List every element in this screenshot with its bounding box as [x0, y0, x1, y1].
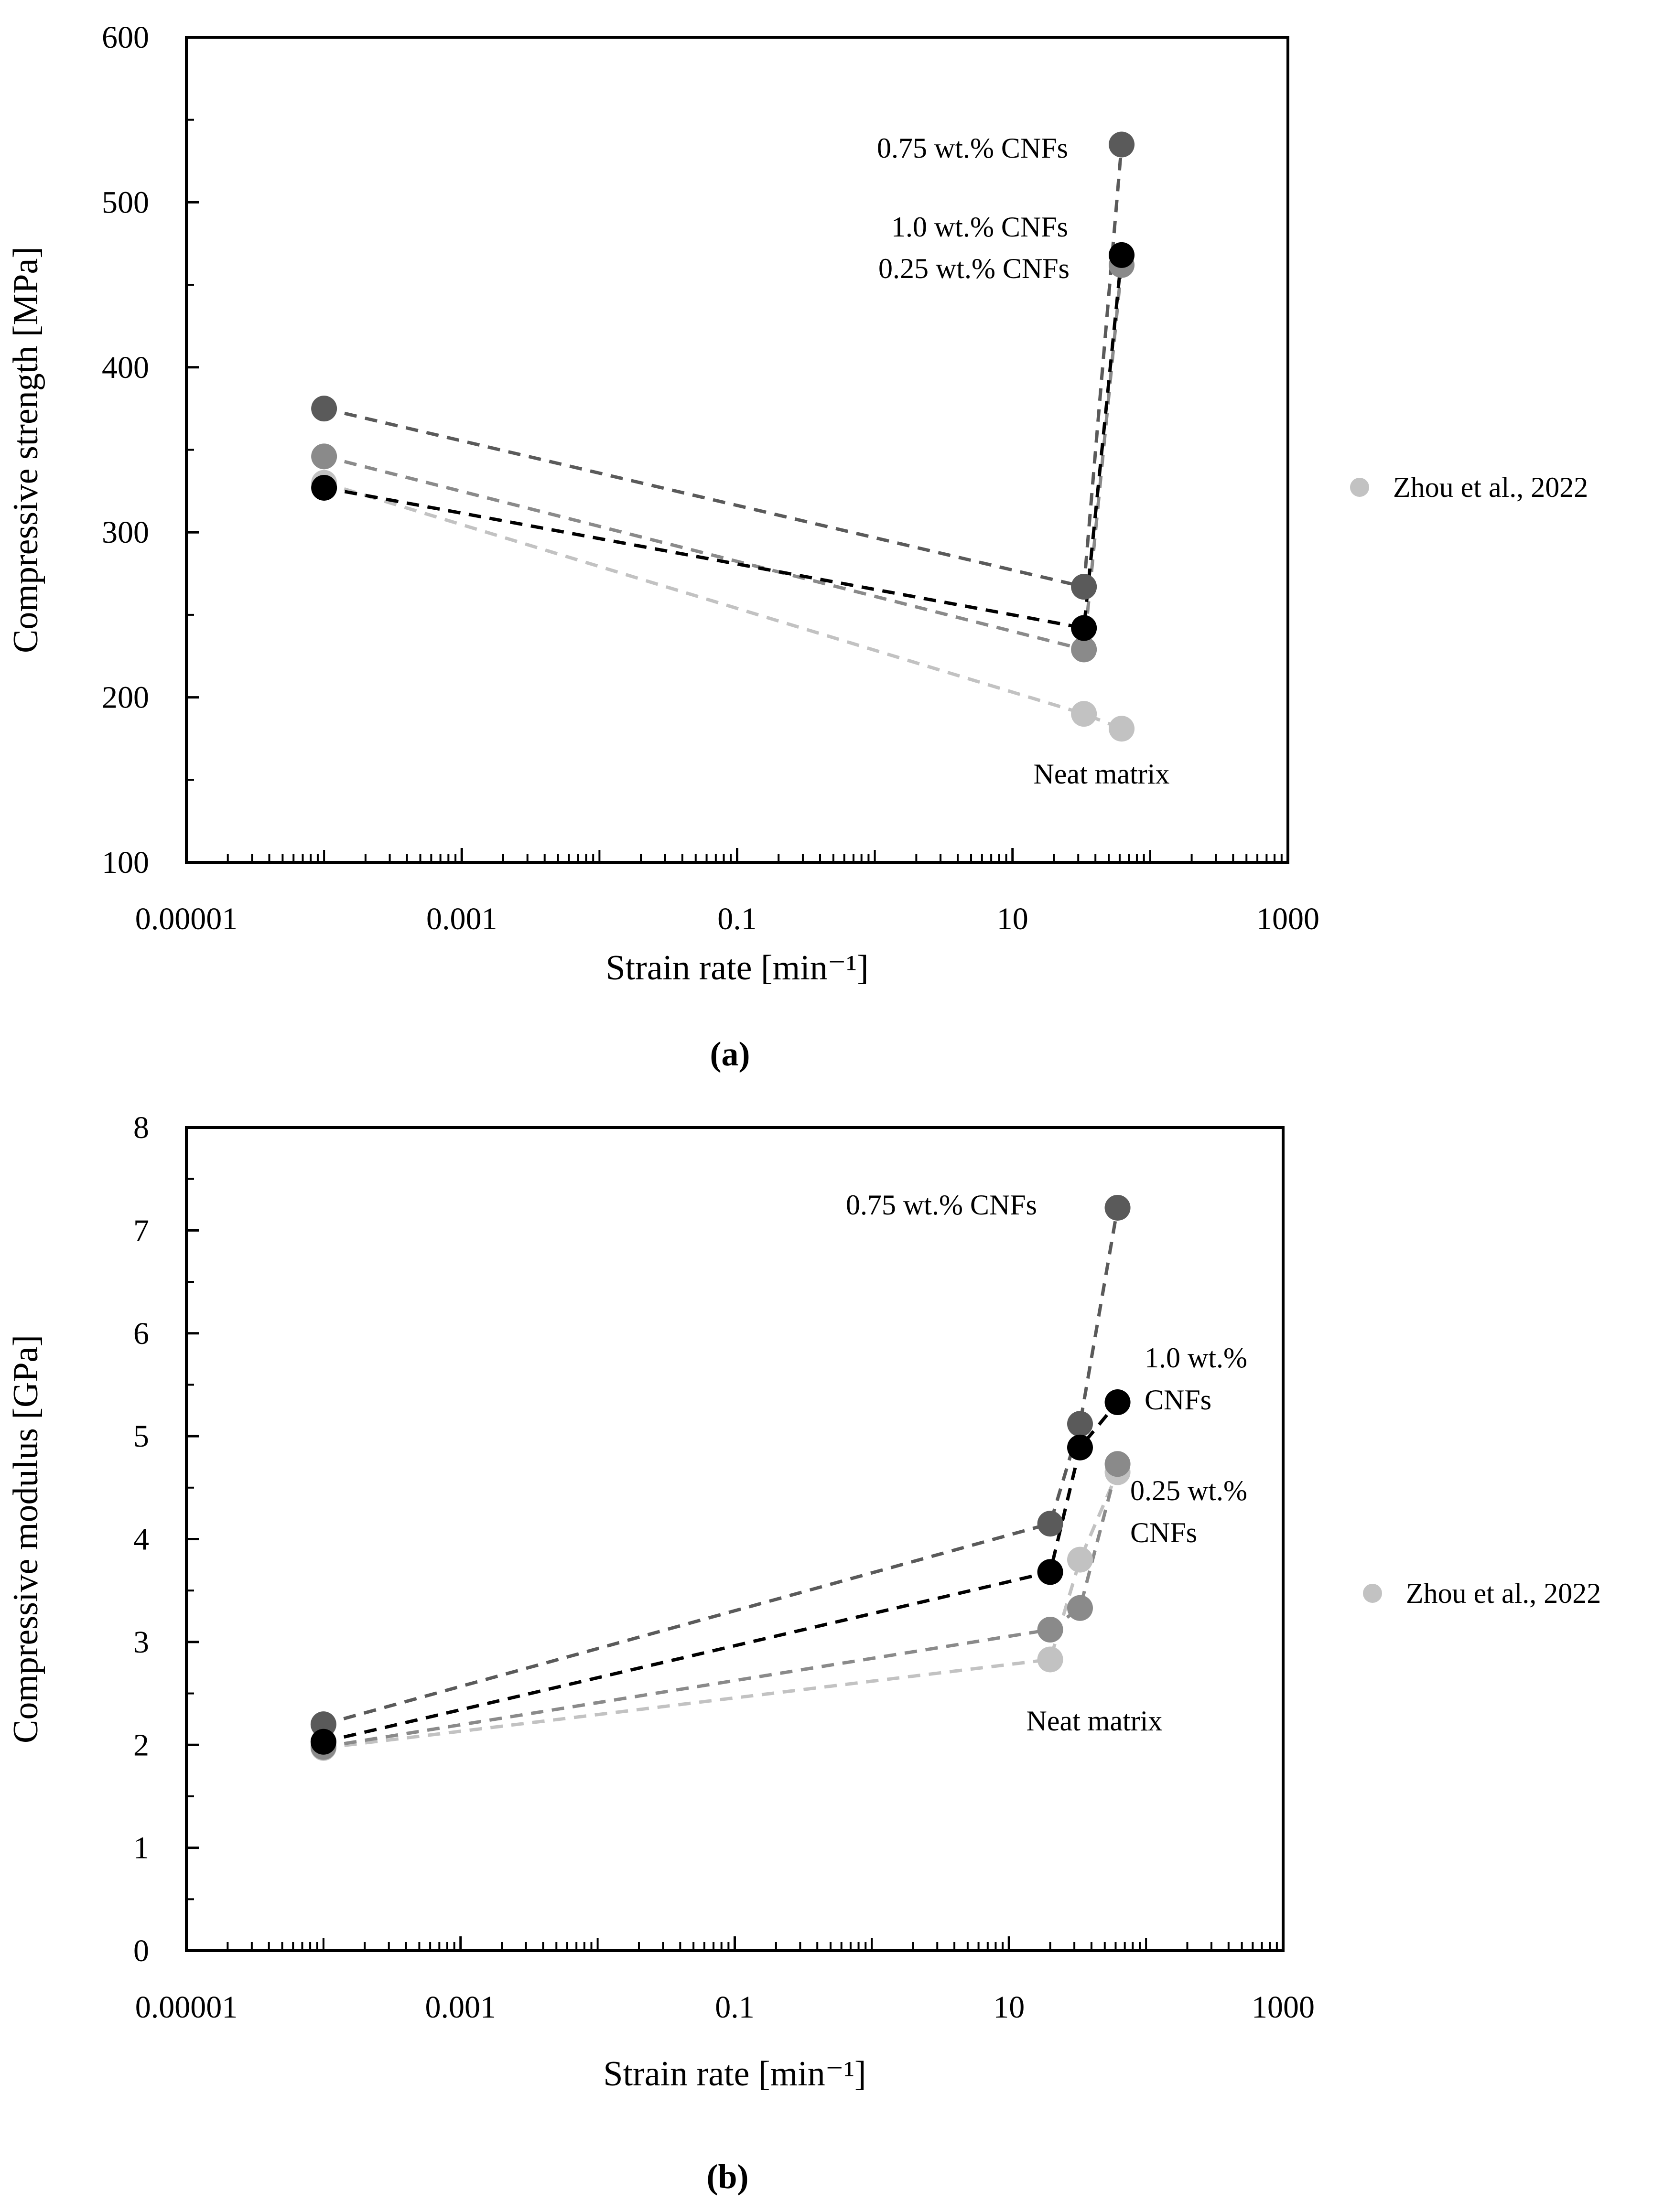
y-tick-label: 600	[102, 20, 149, 55]
y-tick-label: 400	[102, 350, 149, 385]
data-point-cnf-075	[311, 396, 337, 422]
data-point-cnf-10	[1067, 1434, 1093, 1460]
y-tick-label: 100	[102, 845, 149, 880]
legend-label: Zhou et al., 2022	[1393, 472, 1588, 503]
series-annotation: Neat matrix	[1026, 1705, 1163, 1737]
data-point-cnf-075	[1071, 574, 1097, 600]
data-point-cnf-10	[311, 474, 337, 501]
series-line-cnf-10	[324, 255, 1124, 630]
data-point-neat-matrix	[1109, 716, 1135, 742]
y-axis-title: Compressive strength [MPa]	[6, 247, 45, 653]
series-annotation: CNFs	[1145, 1384, 1211, 1416]
y-tick-label: 500	[102, 185, 149, 220]
y-tick-label: 0	[133, 1933, 149, 1968]
data-point-cnf-075	[1037, 1511, 1063, 1537]
x-tick-label: 1000	[1256, 902, 1319, 936]
series-line-cnf-025	[323, 1463, 1119, 1749]
data-point-cnf-025	[1067, 1595, 1093, 1621]
panel-b-compressive-modulus: 0 1 2 3 4 5 6 7 8 0.00001 0.001 0.1 10 1000 Strain rat…	[6, 1110, 1601, 2196]
plot-frame	[185, 1126, 1285, 1952]
x-axis-title: Strain rate [min⁻¹]	[605, 948, 868, 988]
series-line-neat-matrix	[323, 1471, 1119, 1750]
x-tick-label: 10	[997, 902, 1028, 936]
y-tick-label: 200	[102, 680, 149, 715]
series-annotation: 0.75 wt.% CNFs	[846, 1189, 1037, 1221]
x-tick-label: 10	[993, 1990, 1025, 2025]
data-point-neat-matrix	[1067, 1546, 1093, 1573]
x-axis-title: Strain rate [min⁻¹]	[603, 2054, 866, 2094]
data-point-cnf-10	[310, 1729, 336, 1755]
series-annotation: 1.0 wt.%	[1145, 1342, 1247, 1374]
data-point-cnf-10	[1037, 1559, 1063, 1585]
series-annotation: 1.0 wt.% CNFs	[891, 211, 1068, 243]
data-point-cnf-025	[1037, 1617, 1063, 1643]
series-annotation: Neat matrix	[1034, 758, 1170, 790]
panel-a-compressive-strength: 100 200 300 400 500 600 0.00001 0.001 0.1 10 1000 S…	[6, 20, 1588, 1073]
panel-label: (b)	[707, 2158, 749, 2196]
x-tick-label: 0.001	[426, 902, 497, 936]
y-axis-title: Compressive modulus [GPa]	[6, 1335, 45, 1743]
y-tick-label: 300	[102, 515, 149, 550]
series-line-cnf-10	[323, 1401, 1119, 1744]
data-point-cnf-10	[1109, 242, 1135, 268]
series-annotation: 0.75 wt.% CNFs	[877, 132, 1068, 164]
data-point-cnf-025	[1104, 1451, 1131, 1477]
y-tick-label: 2	[133, 1728, 149, 1762]
x-tick-label: 0.1	[715, 1990, 755, 2025]
data-point-cnf-025	[1071, 636, 1097, 663]
x-tick-label: 1000	[1252, 1990, 1315, 2025]
x-tick-label: 0.00001	[135, 902, 238, 936]
y-tick-label: 8	[133, 1110, 149, 1145]
data-point-neat-matrix	[1037, 1646, 1063, 1673]
legend-label: Zhou et al., 2022	[1406, 1578, 1601, 1609]
x-tick-label: 0.001	[425, 1990, 497, 2025]
data-point-cnf-025	[311, 443, 337, 470]
y-tick-label: 3	[133, 1625, 149, 1660]
data-point-cnf-10	[1071, 615, 1097, 641]
y-tick-label: 4	[133, 1522, 149, 1557]
y-tick-label: 1	[133, 1831, 149, 1866]
legend-marker	[1363, 1584, 1382, 1603]
series-annotation: 0.25 wt.% CNFs	[878, 253, 1070, 284]
x-tick-label: 0.1	[717, 902, 757, 936]
data-point-cnf-075	[1109, 131, 1135, 158]
data-point-neat-matrix	[1071, 701, 1097, 727]
series-annotation: 0.25 wt.%	[1130, 1475, 1247, 1506]
series-line-cnf-075	[323, 1207, 1120, 1726]
series-annotation: CNFs	[1130, 1517, 1197, 1548]
data-point-cnf-10	[1104, 1389, 1131, 1416]
y-tick-label: 5	[133, 1419, 149, 1454]
series-line-cnf-025	[324, 265, 1124, 652]
y-tick-label: 6	[133, 1316, 149, 1351]
x-tick-label: 0.00001	[135, 1990, 238, 2025]
y-tick-label: 7	[133, 1213, 149, 1248]
series-line-neat-matrix	[324, 481, 1123, 730]
legend-marker	[1350, 478, 1369, 497]
panel-label: (a)	[710, 1035, 750, 1073]
data-point-cnf-075	[1104, 1194, 1131, 1221]
data-point-cnf-075	[1067, 1411, 1093, 1437]
